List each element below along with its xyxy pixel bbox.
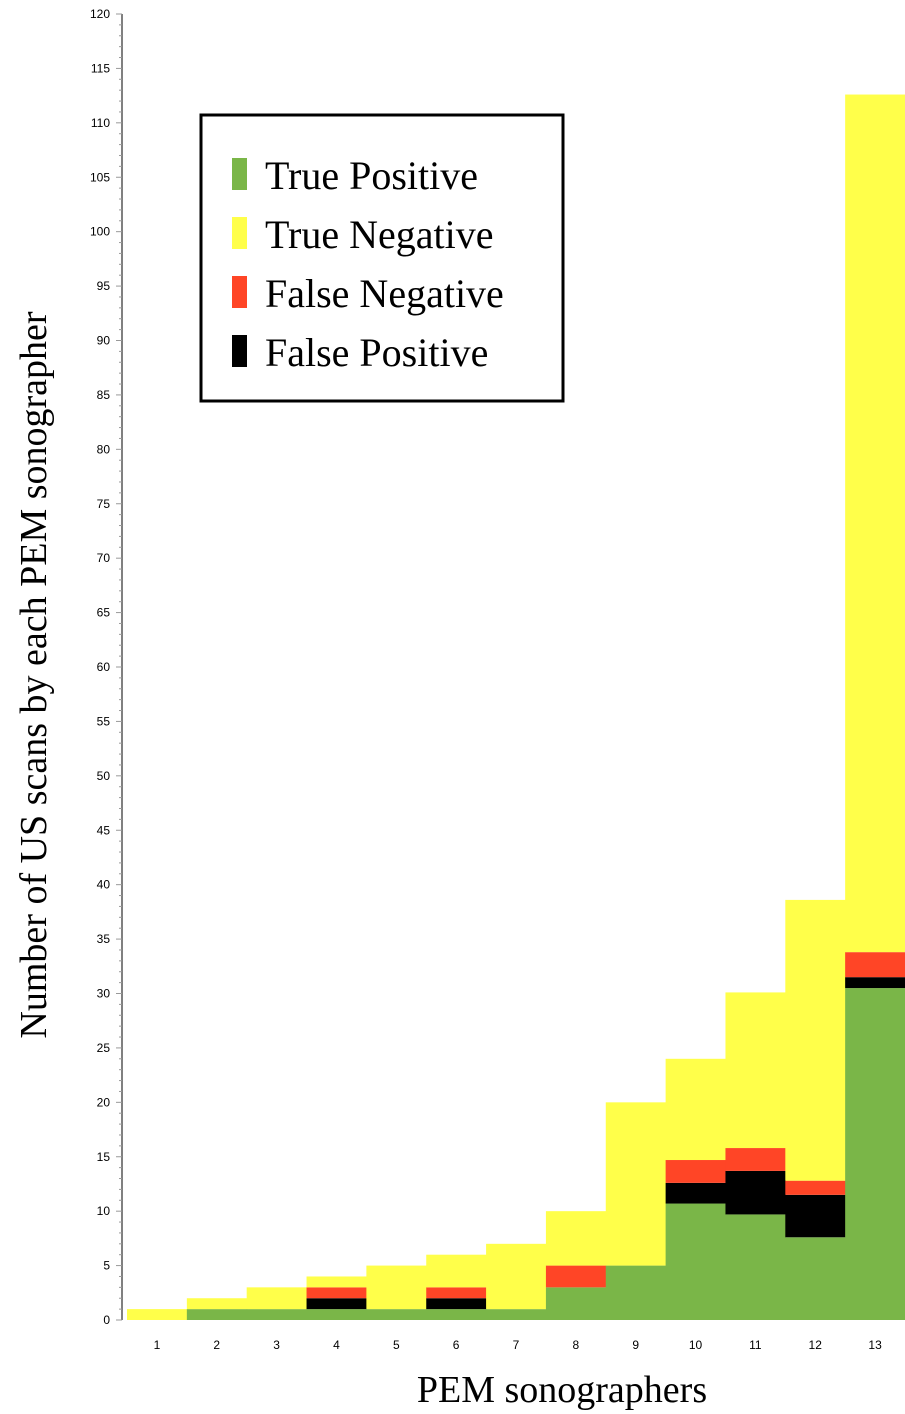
y-tick-label: 80 xyxy=(97,442,111,456)
y-tick-label: 65 xyxy=(97,606,111,620)
x-tick-label: 11 xyxy=(749,1338,762,1352)
legend-label-true-positive: True Positive xyxy=(265,153,478,198)
y-tick-label: 120 xyxy=(90,7,110,21)
bar-segment-false-negative-4 xyxy=(306,1287,367,1299)
bar-segment-false-negative-6 xyxy=(426,1287,487,1299)
x-axis: 1 2 3 4 5 6 7 8 9 10 11 12 13 xyxy=(154,1338,882,1352)
y-tick-label: 15 xyxy=(97,1150,111,1164)
bar-segment-true-negative-8 xyxy=(545,1211,607,1266)
bar-segment-true-positive-12 xyxy=(785,1237,846,1320)
x-tick-label: 12 xyxy=(809,1338,823,1352)
bar-segment-true-negative-4 xyxy=(306,1276,367,1288)
bar-segment-false-positive-11 xyxy=(725,1170,786,1215)
y-tick-label: 55 xyxy=(97,714,111,728)
bar-segment-false-negative-8 xyxy=(545,1265,607,1288)
bar-segment-true-positive-6 xyxy=(426,1309,487,1320)
bar-segment-true-positive-11 xyxy=(725,1214,786,1320)
bar-segment-false-negative-12 xyxy=(785,1180,846,1195)
bar-segment-true-negative-5 xyxy=(366,1265,427,1310)
x-tick-label: 10 xyxy=(689,1338,703,1352)
y-axis: 0 5 10 15 20 25 30 35 40 45 50 55 60 65 70 75 80 85 90 95 10… xyxy=(90,7,123,1327)
x-tick-label: 9 xyxy=(632,1338,639,1352)
bar-segment-true-negative-11 xyxy=(725,992,786,1149)
bar-segment-true-negative-6 xyxy=(426,1254,487,1288)
bar-segment-false-negative-13 xyxy=(845,952,905,978)
bar-segment-false-negative-11 xyxy=(725,1148,786,1171)
bar-segment-true-positive-4 xyxy=(306,1309,367,1320)
bar-segment-true-negative-12 xyxy=(785,899,846,1181)
bar-segment-true-negative-7 xyxy=(486,1243,547,1310)
y-tick-label: 5 xyxy=(103,1259,110,1273)
y-tick-label: 30 xyxy=(97,987,111,1001)
bar-segment-true-positive-8 xyxy=(545,1287,607,1320)
bars-layer xyxy=(127,94,905,1320)
bar-segment-true-negative-1 xyxy=(127,1309,188,1320)
legend-swatch-false-negative xyxy=(232,276,247,308)
bar-segment-false-positive-13 xyxy=(845,977,905,989)
x-tick-label: 13 xyxy=(868,1338,882,1352)
x-tick-label: 5 xyxy=(393,1338,400,1352)
legend-label-false-positive: False Positive xyxy=(265,330,488,375)
bar-segment-false-negative-10 xyxy=(665,1160,726,1183)
y-tick-label: 100 xyxy=(90,225,110,239)
bar-segment-true-negative-2 xyxy=(186,1298,248,1310)
bar-segment-false-positive-6 xyxy=(426,1298,487,1310)
legend: True Positive True Negative False Negative… xyxy=(199,113,565,403)
legend-frame xyxy=(199,113,565,403)
bar-segment-true-positive-3 xyxy=(246,1309,308,1320)
legend-label-false-negative: False Negative xyxy=(265,271,504,316)
y-tick-label: 35 xyxy=(97,932,111,946)
bar-segment-true-negative-13 xyxy=(845,94,905,953)
x-tick-label: 8 xyxy=(573,1338,580,1352)
y-tick-label: 90 xyxy=(97,334,111,348)
x-tick-label: 7 xyxy=(513,1338,520,1352)
x-tick-label: 2 xyxy=(213,1338,220,1352)
bar-segment-true-positive-10 xyxy=(665,1203,726,1320)
y-tick-label: 0 xyxy=(103,1313,110,1327)
legend-swatch-true-negative xyxy=(232,217,247,249)
bar-segment-true-positive-7 xyxy=(486,1309,547,1320)
bar-segment-true-negative-9 xyxy=(605,1102,667,1266)
bar-segment-true-negative-3 xyxy=(246,1287,308,1310)
legend-label-true-negative: True Negative xyxy=(265,212,493,257)
y-tick-label: 110 xyxy=(91,116,110,130)
y-tick-label: 115 xyxy=(91,61,110,75)
bar-segment-true-positive-5 xyxy=(366,1309,427,1320)
y-tick-label: 20 xyxy=(97,1095,111,1109)
legend-items: True Positive True Negative False Negative… xyxy=(232,153,504,375)
y-tick-label: 85 xyxy=(97,388,111,402)
y-tick-label: 105 xyxy=(90,170,110,184)
bar-segment-true-positive-2 xyxy=(186,1309,248,1320)
bar-segment-false-positive-12 xyxy=(785,1194,846,1238)
x-tick-label: 1 xyxy=(154,1338,161,1352)
y-tick-label: 70 xyxy=(97,551,111,565)
bar-segment-true-negative-10 xyxy=(665,1058,726,1161)
y-tick-label: 75 xyxy=(97,497,111,511)
x-axis-title: PEM sonographers xyxy=(417,1369,707,1411)
bar-segment-false-positive-10 xyxy=(665,1182,726,1204)
bar-segment-true-positive-9 xyxy=(605,1265,667,1320)
y-tick-label: 95 xyxy=(97,279,111,293)
x-tick-label: 6 xyxy=(453,1338,460,1352)
y-tick-label: 40 xyxy=(97,878,111,892)
y-tick-label: 50 xyxy=(97,769,111,783)
y-tick-label: 45 xyxy=(97,823,111,837)
bar-segment-true-positive-13 xyxy=(845,988,905,1320)
x-tick-label: 4 xyxy=(333,1338,340,1352)
y-tick-label: 10 xyxy=(97,1204,111,1218)
legend-swatch-true-positive xyxy=(232,158,247,190)
y-tick-label: 60 xyxy=(97,660,111,674)
y-tick-label: 25 xyxy=(97,1041,111,1055)
y-axis-title: Number of US scans by each PEM sonograph… xyxy=(13,311,55,1038)
bar-segment-false-positive-4 xyxy=(306,1298,367,1310)
x-tick-label: 3 xyxy=(273,1338,280,1352)
legend-swatch-false-positive xyxy=(232,335,247,367)
